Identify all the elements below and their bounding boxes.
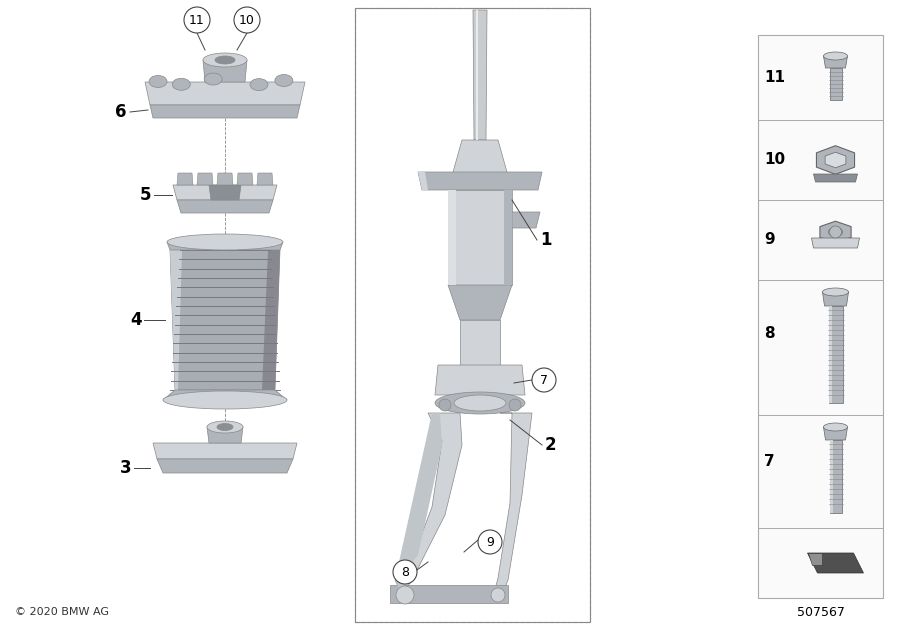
- Polygon shape: [177, 200, 273, 213]
- Ellipse shape: [207, 421, 243, 433]
- Polygon shape: [812, 238, 860, 248]
- Ellipse shape: [204, 73, 222, 85]
- Polygon shape: [209, 185, 241, 200]
- Polygon shape: [807, 553, 822, 565]
- Ellipse shape: [823, 288, 849, 296]
- Polygon shape: [170, 250, 182, 390]
- Circle shape: [509, 399, 521, 411]
- Polygon shape: [395, 413, 462, 595]
- Text: 9: 9: [486, 536, 494, 549]
- Ellipse shape: [824, 423, 848, 431]
- Text: 10: 10: [764, 152, 785, 168]
- Polygon shape: [807, 553, 863, 573]
- Polygon shape: [814, 174, 858, 182]
- Polygon shape: [820, 221, 851, 243]
- Ellipse shape: [274, 74, 292, 86]
- Polygon shape: [203, 60, 247, 82]
- Polygon shape: [197, 173, 213, 185]
- Text: 5: 5: [140, 186, 151, 204]
- Circle shape: [234, 7, 260, 33]
- Ellipse shape: [250, 79, 268, 91]
- Polygon shape: [145, 82, 305, 105]
- Ellipse shape: [824, 52, 848, 60]
- Polygon shape: [830, 440, 842, 513]
- Polygon shape: [257, 173, 273, 185]
- Polygon shape: [237, 173, 253, 185]
- Polygon shape: [173, 185, 277, 200]
- Polygon shape: [395, 413, 442, 595]
- Ellipse shape: [149, 76, 167, 88]
- Polygon shape: [390, 585, 508, 603]
- Polygon shape: [448, 140, 512, 190]
- Ellipse shape: [163, 391, 287, 409]
- Ellipse shape: [172, 78, 190, 90]
- Polygon shape: [448, 285, 512, 320]
- Polygon shape: [163, 390, 287, 400]
- Polygon shape: [494, 413, 532, 595]
- Polygon shape: [473, 10, 487, 140]
- Circle shape: [478, 530, 502, 554]
- Polygon shape: [829, 306, 832, 403]
- Circle shape: [532, 368, 556, 392]
- Ellipse shape: [829, 227, 842, 236]
- Text: 4: 4: [130, 311, 141, 329]
- Polygon shape: [418, 172, 428, 190]
- Polygon shape: [823, 292, 849, 306]
- Polygon shape: [830, 440, 833, 513]
- Text: 7: 7: [764, 454, 775, 469]
- Polygon shape: [435, 365, 525, 395]
- Text: 1: 1: [540, 231, 552, 249]
- Polygon shape: [829, 306, 842, 403]
- Ellipse shape: [167, 234, 283, 250]
- Text: 10: 10: [239, 13, 255, 26]
- Polygon shape: [170, 250, 280, 390]
- Circle shape: [396, 586, 414, 604]
- Text: 8: 8: [764, 326, 775, 340]
- Text: 3: 3: [120, 459, 131, 477]
- Text: 8: 8: [401, 566, 409, 578]
- Polygon shape: [418, 172, 542, 190]
- Polygon shape: [177, 173, 193, 185]
- Polygon shape: [830, 68, 842, 100]
- Ellipse shape: [203, 53, 247, 67]
- Polygon shape: [824, 56, 848, 68]
- Polygon shape: [217, 173, 233, 185]
- Circle shape: [393, 560, 417, 584]
- Bar: [355, 8, 590, 622]
- Polygon shape: [153, 443, 297, 459]
- Ellipse shape: [454, 395, 506, 411]
- Text: 11: 11: [189, 13, 205, 26]
- Text: 6: 6: [115, 103, 127, 121]
- Polygon shape: [150, 105, 300, 118]
- Circle shape: [830, 226, 842, 238]
- Polygon shape: [512, 212, 540, 228]
- Text: 507567: 507567: [796, 605, 844, 619]
- Polygon shape: [824, 427, 848, 440]
- Polygon shape: [157, 459, 293, 473]
- Text: 9: 9: [764, 232, 775, 248]
- Bar: [758, 35, 883, 598]
- Text: 11: 11: [764, 71, 785, 86]
- Text: © 2020 BMW AG: © 2020 BMW AG: [15, 607, 109, 617]
- Polygon shape: [460, 320, 500, 365]
- Polygon shape: [476, 10, 478, 140]
- Text: 2: 2: [545, 436, 556, 454]
- Circle shape: [439, 399, 451, 411]
- Ellipse shape: [435, 392, 525, 414]
- Polygon shape: [504, 190, 512, 285]
- Polygon shape: [448, 190, 456, 285]
- Polygon shape: [207, 427, 243, 443]
- Circle shape: [184, 7, 210, 33]
- Circle shape: [491, 588, 505, 602]
- Ellipse shape: [217, 423, 233, 430]
- Polygon shape: [825, 152, 846, 168]
- Bar: [355, 8, 590, 622]
- Polygon shape: [816, 146, 855, 175]
- Polygon shape: [448, 190, 512, 285]
- Text: 7: 7: [540, 374, 548, 386]
- Ellipse shape: [215, 56, 235, 64]
- Polygon shape: [262, 250, 280, 390]
- Polygon shape: [167, 242, 283, 250]
